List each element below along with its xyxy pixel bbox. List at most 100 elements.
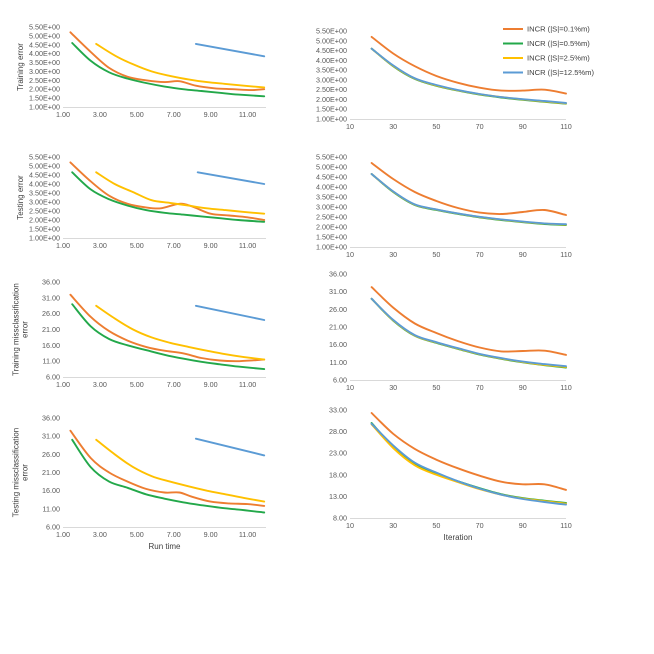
series-line — [196, 171, 266, 185]
x-tick-label: 110 — [560, 383, 571, 392]
y-tick-label: 16.00 — [42, 486, 60, 495]
y-tick-label: 5.50E+00 — [29, 153, 60, 162]
series-line — [194, 42, 266, 58]
legend-label: INCR (|S|=0.1%m) — [527, 25, 590, 34]
y-tick-label: 11.00 — [43, 504, 60, 513]
y-tick-label: 4.50E+00 — [29, 171, 60, 180]
x-tick-label: 5.00 — [130, 241, 144, 250]
y-axis-label: Testing missclassificationerror — [12, 428, 30, 517]
series-line — [370, 412, 567, 491]
x-tick-label: 5.00 — [130, 110, 144, 119]
y-tick-label: 18.00 — [329, 470, 347, 479]
x-tick-label: 110 — [560, 122, 571, 131]
y-tick-label: 4.50E+00 — [29, 40, 60, 49]
x-tick-label: 90 — [519, 250, 527, 259]
series-line — [194, 304, 266, 321]
series-line — [95, 438, 266, 503]
x-tick-label: 5.00 — [130, 530, 144, 539]
x-tick-label: 70 — [476, 383, 484, 392]
y-tick-label: 3.50E+00 — [29, 58, 60, 67]
chart-panel-3: 1.00E+001.50E+002.00E+002.50E+003.00E+00… — [16, 153, 266, 250]
x-tick-label: 50 — [432, 122, 440, 131]
y-axis-label: Training missclassificationerror — [12, 283, 30, 376]
x-tick-label: 5.00 — [130, 380, 144, 389]
x-tick-label: 9.00 — [204, 380, 218, 389]
series-line — [370, 297, 567, 368]
y-tick-label: 6.00 — [46, 523, 60, 532]
series-line — [69, 161, 266, 221]
series-line — [71, 303, 266, 371]
series-line — [69, 31, 266, 92]
series-line — [71, 171, 266, 223]
y-tick-label: 2.50E+00 — [29, 76, 60, 85]
y-tick-label: 31.00 — [42, 293, 60, 302]
y-tick-label: 26.00 — [329, 305, 347, 314]
y-tick-label: 5.00E+00 — [29, 31, 60, 40]
y-tick-label: 21.00 — [42, 325, 60, 334]
y-tick-label: 2.00E+00 — [29, 216, 60, 225]
series-line — [370, 422, 567, 506]
x-tick-label: 3.00 — [93, 110, 107, 119]
y-tick-label: 4.00E+00 — [316, 56, 347, 65]
chart-panel-8: 8.00 13.00 18.00 23.00 28.00 33.00 10 30 50 70 90 1… — [329, 406, 572, 543]
legend-label: INCR (|S|=2.5%m) — [527, 54, 590, 63]
x-tick-label: 7.00 — [167, 241, 181, 250]
y-tick-label: 2.50E+00 — [316, 85, 347, 94]
x-tick-label: 11.00 — [239, 530, 256, 539]
x-tick-label: 10 — [346, 521, 354, 530]
x-tick-label: 90 — [519, 521, 527, 530]
series-line — [95, 42, 266, 89]
series-line — [370, 422, 567, 504]
chart-panel-7: 6.00 11.00 16.00 21.00 26.00 31.00 36.00 1.00 3.… — [12, 414, 266, 551]
series-line — [95, 304, 266, 361]
y-tick-label: 36.00 — [329, 270, 347, 279]
x-tick-label: 30 — [389, 122, 397, 131]
y-tick-label: 5.00E+00 — [29, 162, 60, 171]
y-tick-label: 3.50E+00 — [316, 193, 347, 202]
series-line — [370, 173, 567, 226]
y-tick-label: 26.00 — [42, 309, 60, 318]
x-axis-label: Run time — [148, 542, 181, 551]
x-tick-label: 1.00 — [56, 110, 70, 119]
y-tick-label: 3.50E+00 — [316, 66, 347, 75]
chart-panel-2: 1.00E+001.50E+002.00E+002.50E+003.00E+00… — [316, 27, 572, 132]
y-tick-label: 4.00E+00 — [29, 49, 60, 58]
x-tick-label: 7.00 — [167, 530, 181, 539]
series-line — [370, 297, 567, 368]
y-axis-label: Testing error — [16, 175, 25, 220]
y-tick-label: 1.50E+00 — [29, 225, 60, 234]
y-tick-label: 3.50E+00 — [29, 189, 60, 198]
x-tick-label: 50 — [432, 250, 440, 259]
x-tick-label: 90 — [519, 122, 527, 131]
y-tick-label: 6.00 — [333, 376, 347, 385]
chart-panel-4: 1.00E+001.50E+002.00E+002.50E+003.00E+00… — [316, 153, 572, 260]
y-tick-label: 4.50E+00 — [316, 173, 347, 182]
x-axis-label: Iteration — [444, 533, 473, 542]
x-tick-label: 1.00 — [56, 380, 70, 389]
y-tick-label: 2.00E+00 — [316, 223, 347, 232]
x-tick-label: 110 — [560, 250, 571, 259]
y-tick-label: 1.00E+00 — [316, 115, 347, 124]
y-tick-label: 1.50E+00 — [316, 233, 347, 242]
y-tick-label: 28.00 — [329, 427, 347, 436]
x-tick-label: 70 — [476, 521, 484, 530]
series-line — [370, 173, 567, 226]
x-tick-label: 70 — [476, 122, 484, 131]
series-line — [370, 286, 567, 356]
x-tick-label: 11.00 — [239, 380, 256, 389]
y-tick-label: 31.00 — [42, 432, 60, 441]
y-axis-label: Training error — [16, 43, 25, 91]
chart-panel-6: 6.00 11.00 16.00 21.00 26.00 31.00 36.00 10 30 50… — [329, 270, 572, 393]
series-line — [69, 293, 266, 363]
y-tick-label: 3.00E+00 — [316, 75, 347, 84]
y-tick-label: 5.50E+00 — [316, 27, 347, 36]
y-tick-label: 16.00 — [329, 340, 347, 349]
x-tick-label: 30 — [389, 250, 397, 259]
y-tick-label: 36.00 — [42, 414, 60, 423]
x-tick-label: 10 — [346, 250, 354, 259]
x-tick-label: 3.00 — [93, 380, 107, 389]
series-line — [370, 162, 567, 216]
x-tick-label: 90 — [519, 383, 527, 392]
legend-label: INCR (|S|=0.5%m) — [527, 39, 590, 48]
y-tick-label: 31.00 — [329, 287, 347, 296]
